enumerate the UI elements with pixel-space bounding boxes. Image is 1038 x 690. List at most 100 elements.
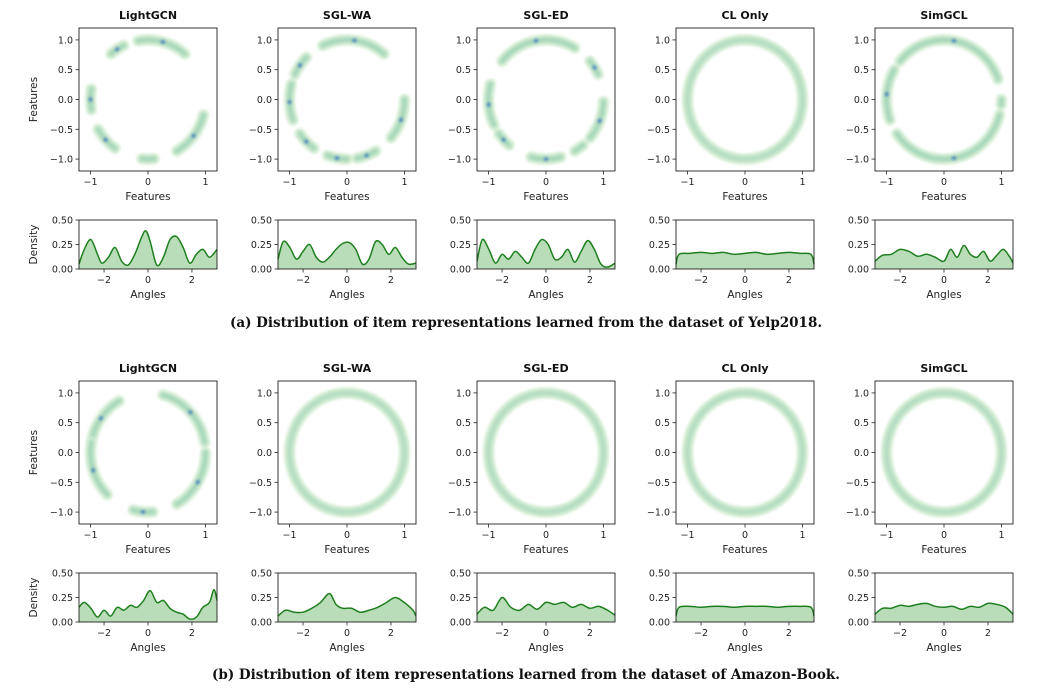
density-xtick-label: 2 (189, 628, 195, 639)
density-xtick-label: −2 (694, 275, 708, 286)
scatter-frame (277, 27, 417, 172)
density-ytick-label: 0.00 (251, 618, 272, 629)
scatter-frame (874, 380, 1014, 525)
panel-b-3: SGL-ED −1 0 1 1.0 0.5 0.0 −0.5 −1.0 Features −2 0 2 0… (448, 362, 616, 654)
scatter-frame (675, 380, 815, 525)
scatter-xlabel: Features (722, 544, 767, 556)
scatter-ytick-label: 0.0 (257, 448, 272, 459)
scatter-ytick-label: −0.5 (448, 125, 471, 136)
ring-layer (284, 34, 410, 165)
density-xtick-label: −2 (495, 275, 509, 286)
density-ytick-label: 0.00 (649, 618, 670, 629)
ring-hotspot (951, 38, 957, 44)
ring-arc-core (897, 37, 1001, 82)
scatter-xtick-label: −1 (680, 530, 694, 541)
density-ytick-label: 0.25 (649, 593, 670, 604)
scatter-xlabel: Features (523, 544, 568, 556)
density-line (277, 239, 417, 266)
scatter-ytick-label: −0.5 (846, 478, 869, 489)
density-xtick-label: 0 (941, 628, 947, 639)
scatter-xlabel: Features (523, 191, 568, 203)
scatter-xtick-label: 1 (401, 177, 407, 188)
scatter-ytick-label: 1.0 (456, 35, 471, 46)
density-xtick-label: 2 (388, 275, 394, 286)
ring-hotspot (398, 117, 404, 123)
density-xtick-label: 2 (189, 275, 195, 286)
ring-layer (283, 387, 410, 518)
ring-arc-core (883, 390, 1004, 515)
ring-arc-core (485, 390, 606, 515)
density-area (477, 597, 615, 622)
density-ytick-label: 0.50 (450, 569, 471, 580)
density-xtick-label: −2 (495, 628, 509, 639)
density-xtick-label: 0 (543, 628, 549, 639)
panel-title: LightGCN (119, 9, 177, 22)
scatter-ytick-label: −1.0 (50, 508, 73, 519)
ring-hotspot (88, 97, 93, 102)
scatter-xlabel: Features (324, 191, 369, 203)
density-xtick-label: −2 (97, 628, 111, 639)
panel-title: CL Only (721, 9, 768, 22)
density-ytick-label: 0.50 (52, 216, 73, 227)
scatter-xtick-label: 1 (202, 177, 208, 188)
density-ylabel: Density (28, 578, 40, 618)
density-ytick-label: 0.25 (450, 593, 471, 604)
scatter-ytick-label: 0.5 (58, 65, 73, 76)
density-ytick-label: 0.25 (450, 240, 471, 251)
panel-a-5: SimGCL −1 0 1 1.0 0.5 0.0 −0.5 −1.0 Features −2 0 2 0… (846, 9, 1014, 301)
density-xtick-label: 0 (344, 628, 350, 639)
scatter-ylabel: Features (28, 430, 40, 475)
ring-hotspot (543, 156, 549, 162)
scatter-ytick-label: 1.0 (655, 35, 670, 46)
panel-b-1: LightGCN −1 0 1 1.0 0.5 0.0 −0.5 −1.0 Features Fea… (28, 362, 218, 654)
density-xtick-label: 2 (985, 275, 991, 286)
ring-hotspot (187, 409, 193, 415)
ring-layer (85, 34, 210, 165)
panel-title: CL Only (721, 362, 768, 375)
scatter-xtick-label: 0 (742, 177, 748, 188)
density-ytick-label: 0.50 (649, 216, 670, 227)
density-area (477, 239, 615, 269)
scatter-frame (78, 380, 218, 525)
panels-layer: LightGCN −1 0 1 1.0 0.5 0.0 −0.5 −1.0 Features Fea… (28, 9, 1014, 654)
density-xtick-label: 0 (145, 628, 151, 639)
scatter-xtick-label: −1 (282, 530, 296, 541)
density-xtick-label: 0 (145, 275, 151, 286)
scatter-ytick-label: −1.0 (249, 508, 272, 519)
density-xlabel: Angles (329, 642, 364, 654)
density-ytick-label: 0.25 (649, 240, 670, 251)
scatter-ytick-label: 0.0 (854, 448, 869, 459)
scatter-xtick-label: 1 (600, 530, 606, 541)
ring-hotspot (597, 118, 603, 124)
scatter-xtick-label: −1 (282, 177, 296, 188)
ring-layer (483, 34, 609, 165)
ring-arc-outer (85, 395, 125, 448)
ring-hotspot (98, 415, 104, 421)
scatter-xtick-label: −1 (83, 177, 97, 188)
density-xlabel: Angles (926, 289, 961, 301)
ring-hotspot (160, 39, 166, 45)
scatter-ytick-label: 0.0 (58, 95, 73, 106)
density-ytick-label: 0.25 (52, 593, 73, 604)
ring-hotspot (114, 46, 120, 52)
density-ytick-label: 0.50 (649, 569, 670, 580)
scatter-ytick-label: 0.0 (456, 448, 471, 459)
scatter-ytick-label: −0.5 (448, 478, 471, 489)
ring-hotspot (303, 139, 309, 145)
scatter-ytick-label: 1.0 (58, 35, 73, 46)
scatter-xlabel: Features (921, 191, 966, 203)
density-ytick-label: 0.00 (251, 265, 272, 276)
density-area (79, 230, 217, 269)
scatter-ytick-label: 0.5 (58, 418, 73, 429)
scatter-ytick-label: 1.0 (854, 388, 869, 399)
density-xtick-label: −2 (296, 275, 310, 286)
scatter-ytick-label: 0.5 (456, 65, 471, 76)
density-xtick-label: 0 (941, 275, 947, 286)
scatter-xtick-label: 1 (998, 177, 1004, 188)
scatter-ytick-label: 0.5 (655, 65, 670, 76)
scatter-xtick-label: 0 (344, 177, 350, 188)
scatter-xtick-label: 0 (344, 530, 350, 541)
density-ytick-label: 0.00 (848, 265, 869, 276)
scatter-ytick-label: 0.5 (257, 418, 272, 429)
density-xtick-label: 2 (786, 275, 792, 286)
